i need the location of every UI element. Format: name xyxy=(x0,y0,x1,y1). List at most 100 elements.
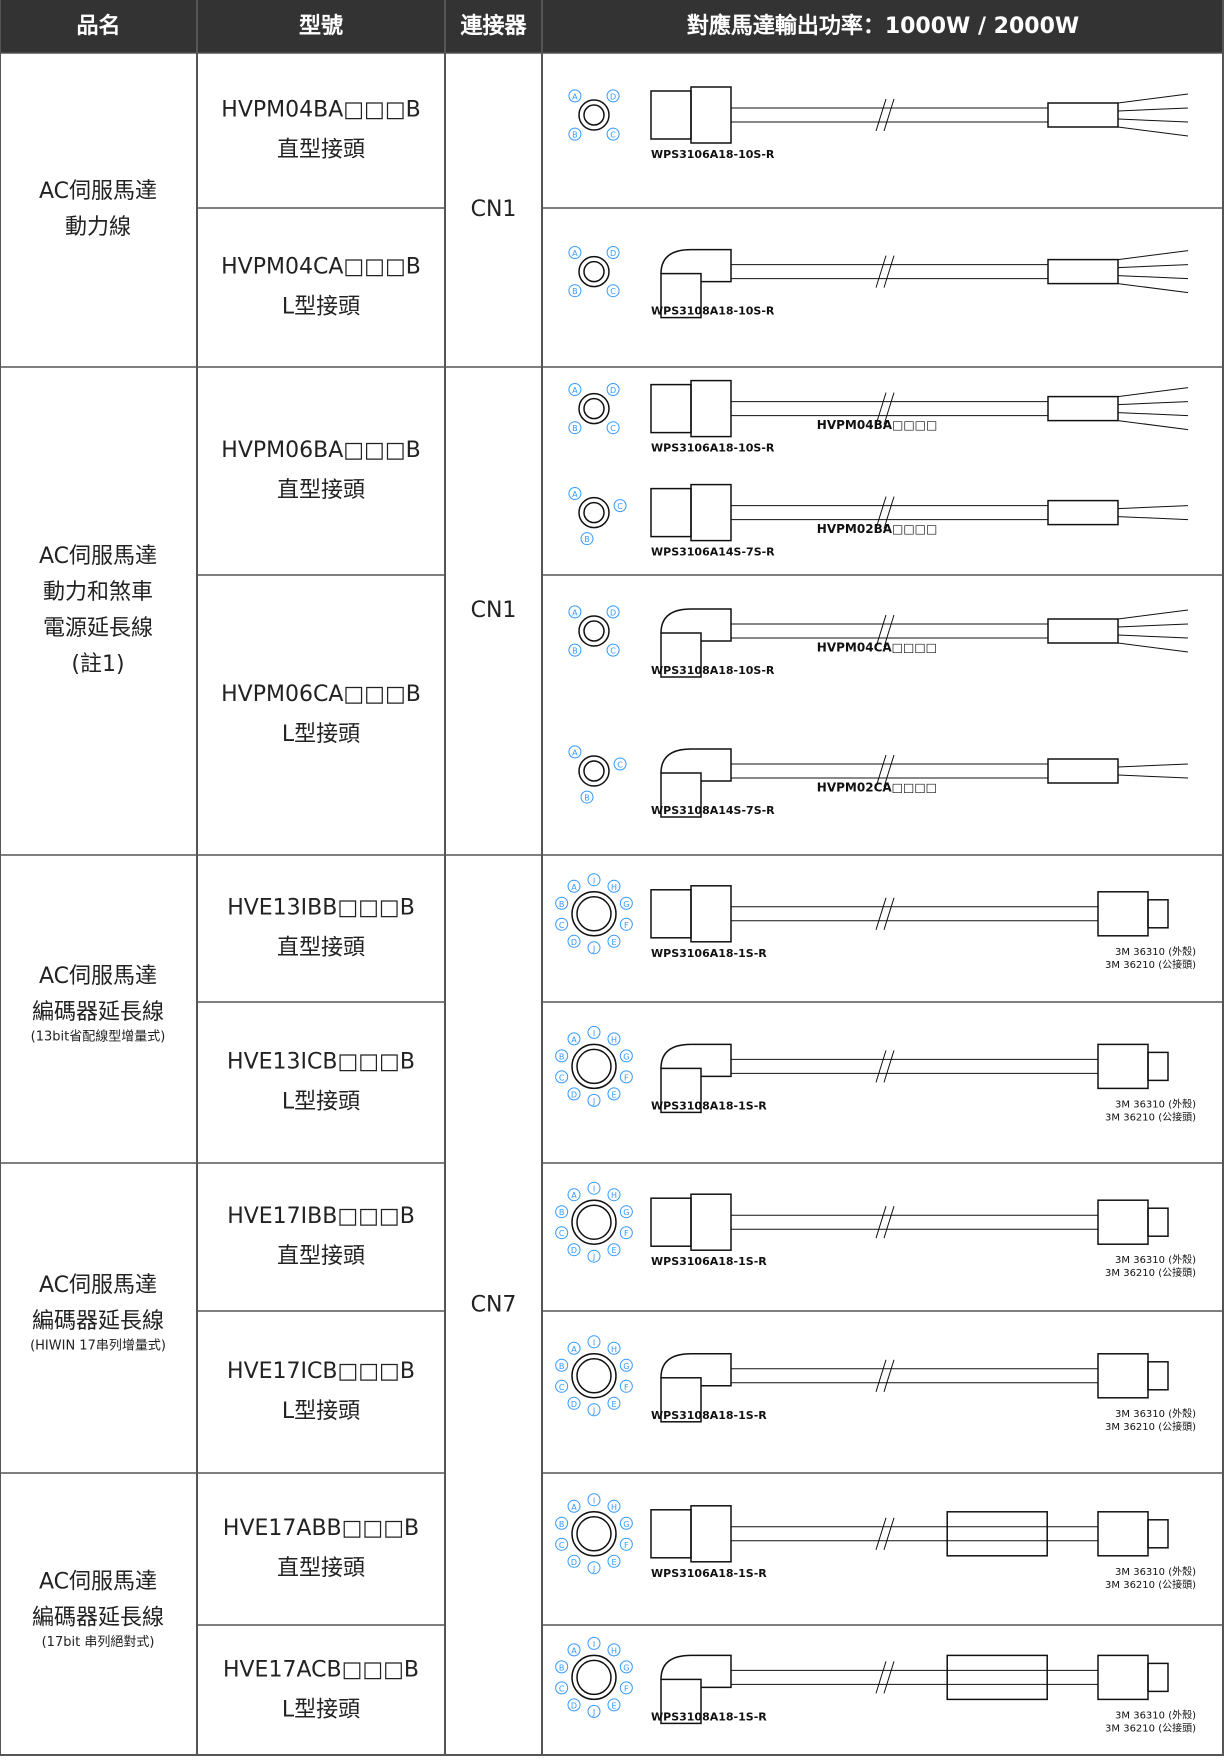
wire xyxy=(1117,420,1189,431)
text: L型接頭 xyxy=(282,1090,360,1115)
connector-face xyxy=(583,260,605,283)
plug-label: WPS3106A14S-7S-R xyxy=(651,546,775,559)
pin-label: I xyxy=(593,1640,595,1649)
pin-label: G xyxy=(623,1208,629,1217)
connector-face xyxy=(576,1516,612,1552)
connector-face xyxy=(571,891,617,937)
pin-marker xyxy=(587,1636,601,1650)
pin-marker xyxy=(568,487,582,501)
pin-marker xyxy=(607,1499,621,1513)
end-label: 3M 36210 (公接頭) xyxy=(1105,1110,1196,1123)
pin-label: I xyxy=(593,1029,595,1038)
pin-label: G xyxy=(623,1663,629,1672)
pin-marker xyxy=(567,1698,581,1712)
break xyxy=(883,897,895,930)
pin-marker xyxy=(587,1025,601,1039)
wire xyxy=(1117,505,1189,510)
text: 動力和煞車 xyxy=(43,580,153,605)
text: (HIWIN 17串列增量式) xyxy=(30,1339,166,1354)
pin-label: I xyxy=(593,1338,595,1347)
pin-marker xyxy=(607,934,621,948)
wire xyxy=(1117,126,1189,137)
text: L型接頭 xyxy=(282,722,360,747)
pin-label: C xyxy=(559,1229,565,1238)
pin-marker xyxy=(619,1358,633,1372)
pin-label: J xyxy=(592,944,595,953)
plug-label: WPS3108A18-10S-R xyxy=(651,305,775,318)
plug-label: WPS3106A18-10S-R xyxy=(651,148,775,161)
pin-label: A xyxy=(572,386,578,395)
pin-label: C xyxy=(559,1073,565,1082)
pin-marker xyxy=(607,1643,621,1657)
pin-marker xyxy=(567,1087,581,1101)
text: 編碼器延長線 xyxy=(32,1000,164,1025)
pin-label: H xyxy=(611,1191,617,1200)
break xyxy=(875,1206,887,1239)
text: 編碼器延長線 xyxy=(32,1309,164,1334)
break xyxy=(875,255,887,288)
plug-label: WPS3106A18-10S-R xyxy=(651,442,775,455)
pin-label: F xyxy=(624,1383,629,1392)
pin-marker xyxy=(619,1070,633,1084)
pin-label: F xyxy=(624,921,629,930)
pin-marker xyxy=(555,1516,569,1530)
pin-label: A xyxy=(572,490,578,499)
pin-label: I xyxy=(593,876,595,885)
pin-label: E xyxy=(611,1246,616,1255)
pin-marker xyxy=(619,1049,633,1063)
pin-label: A xyxy=(571,1646,577,1655)
pin-label: G xyxy=(623,900,629,909)
pin-marker xyxy=(568,643,582,657)
pin-label: F xyxy=(624,1541,629,1550)
pin-label: F xyxy=(624,1073,629,1082)
plug-elbow xyxy=(660,1043,732,1078)
pin-label: A xyxy=(571,1035,577,1044)
pin-marker xyxy=(555,917,569,931)
text: HVPM06CA□□□B xyxy=(221,682,421,707)
pin-marker xyxy=(568,246,582,260)
pin-marker xyxy=(567,1243,581,1257)
pin-label: J xyxy=(592,1406,595,1415)
heat-shrink xyxy=(1047,499,1119,526)
pin-marker xyxy=(606,605,620,619)
pin-label: C xyxy=(559,1541,565,1550)
plug-label: WPS3106A18-1S-R xyxy=(651,1255,767,1268)
plug-body xyxy=(690,1193,732,1251)
plug-body xyxy=(660,1067,702,1114)
wire xyxy=(1117,642,1189,653)
pin-marker xyxy=(567,1396,581,1410)
connector-face xyxy=(578,99,610,131)
pin-label: C xyxy=(617,761,623,770)
text: CN7 xyxy=(471,1293,517,1318)
text: AC伺服馬達 xyxy=(39,179,157,204)
heat-shrink xyxy=(1047,102,1119,128)
break xyxy=(883,1206,895,1239)
end-label: 3M 36210 (公接頭) xyxy=(1105,1420,1196,1433)
text: HVE13ICB□□□B xyxy=(227,1050,415,1075)
break xyxy=(883,1050,895,1083)
end-connector xyxy=(1147,1207,1169,1237)
pin-marker xyxy=(567,879,581,893)
connector-face xyxy=(571,1199,617,1245)
text: 動力線 xyxy=(65,215,131,240)
text: CN1 xyxy=(471,197,517,222)
pin-label: B xyxy=(559,1520,565,1529)
pin-label: C xyxy=(559,921,565,930)
pin-marker xyxy=(619,917,633,931)
connector-face xyxy=(583,104,605,126)
heat-shrink xyxy=(1047,395,1119,422)
pin-label: F xyxy=(624,1684,629,1693)
plug-body xyxy=(650,383,692,434)
text: L型接頭 xyxy=(282,1698,360,1723)
wire xyxy=(1117,387,1189,398)
break xyxy=(875,1050,887,1083)
pin-label: A xyxy=(572,748,578,757)
pin-marker xyxy=(606,421,620,435)
pin-label: G xyxy=(623,1052,629,1061)
pin-label: E xyxy=(611,1090,616,1099)
end-label: 3M 36310 (外殼) xyxy=(1115,945,1196,958)
end-label: 3M 36210 (公接頭) xyxy=(1105,1721,1196,1734)
connector-face xyxy=(571,1353,617,1399)
break xyxy=(875,1359,887,1392)
pin-marker xyxy=(613,499,627,513)
